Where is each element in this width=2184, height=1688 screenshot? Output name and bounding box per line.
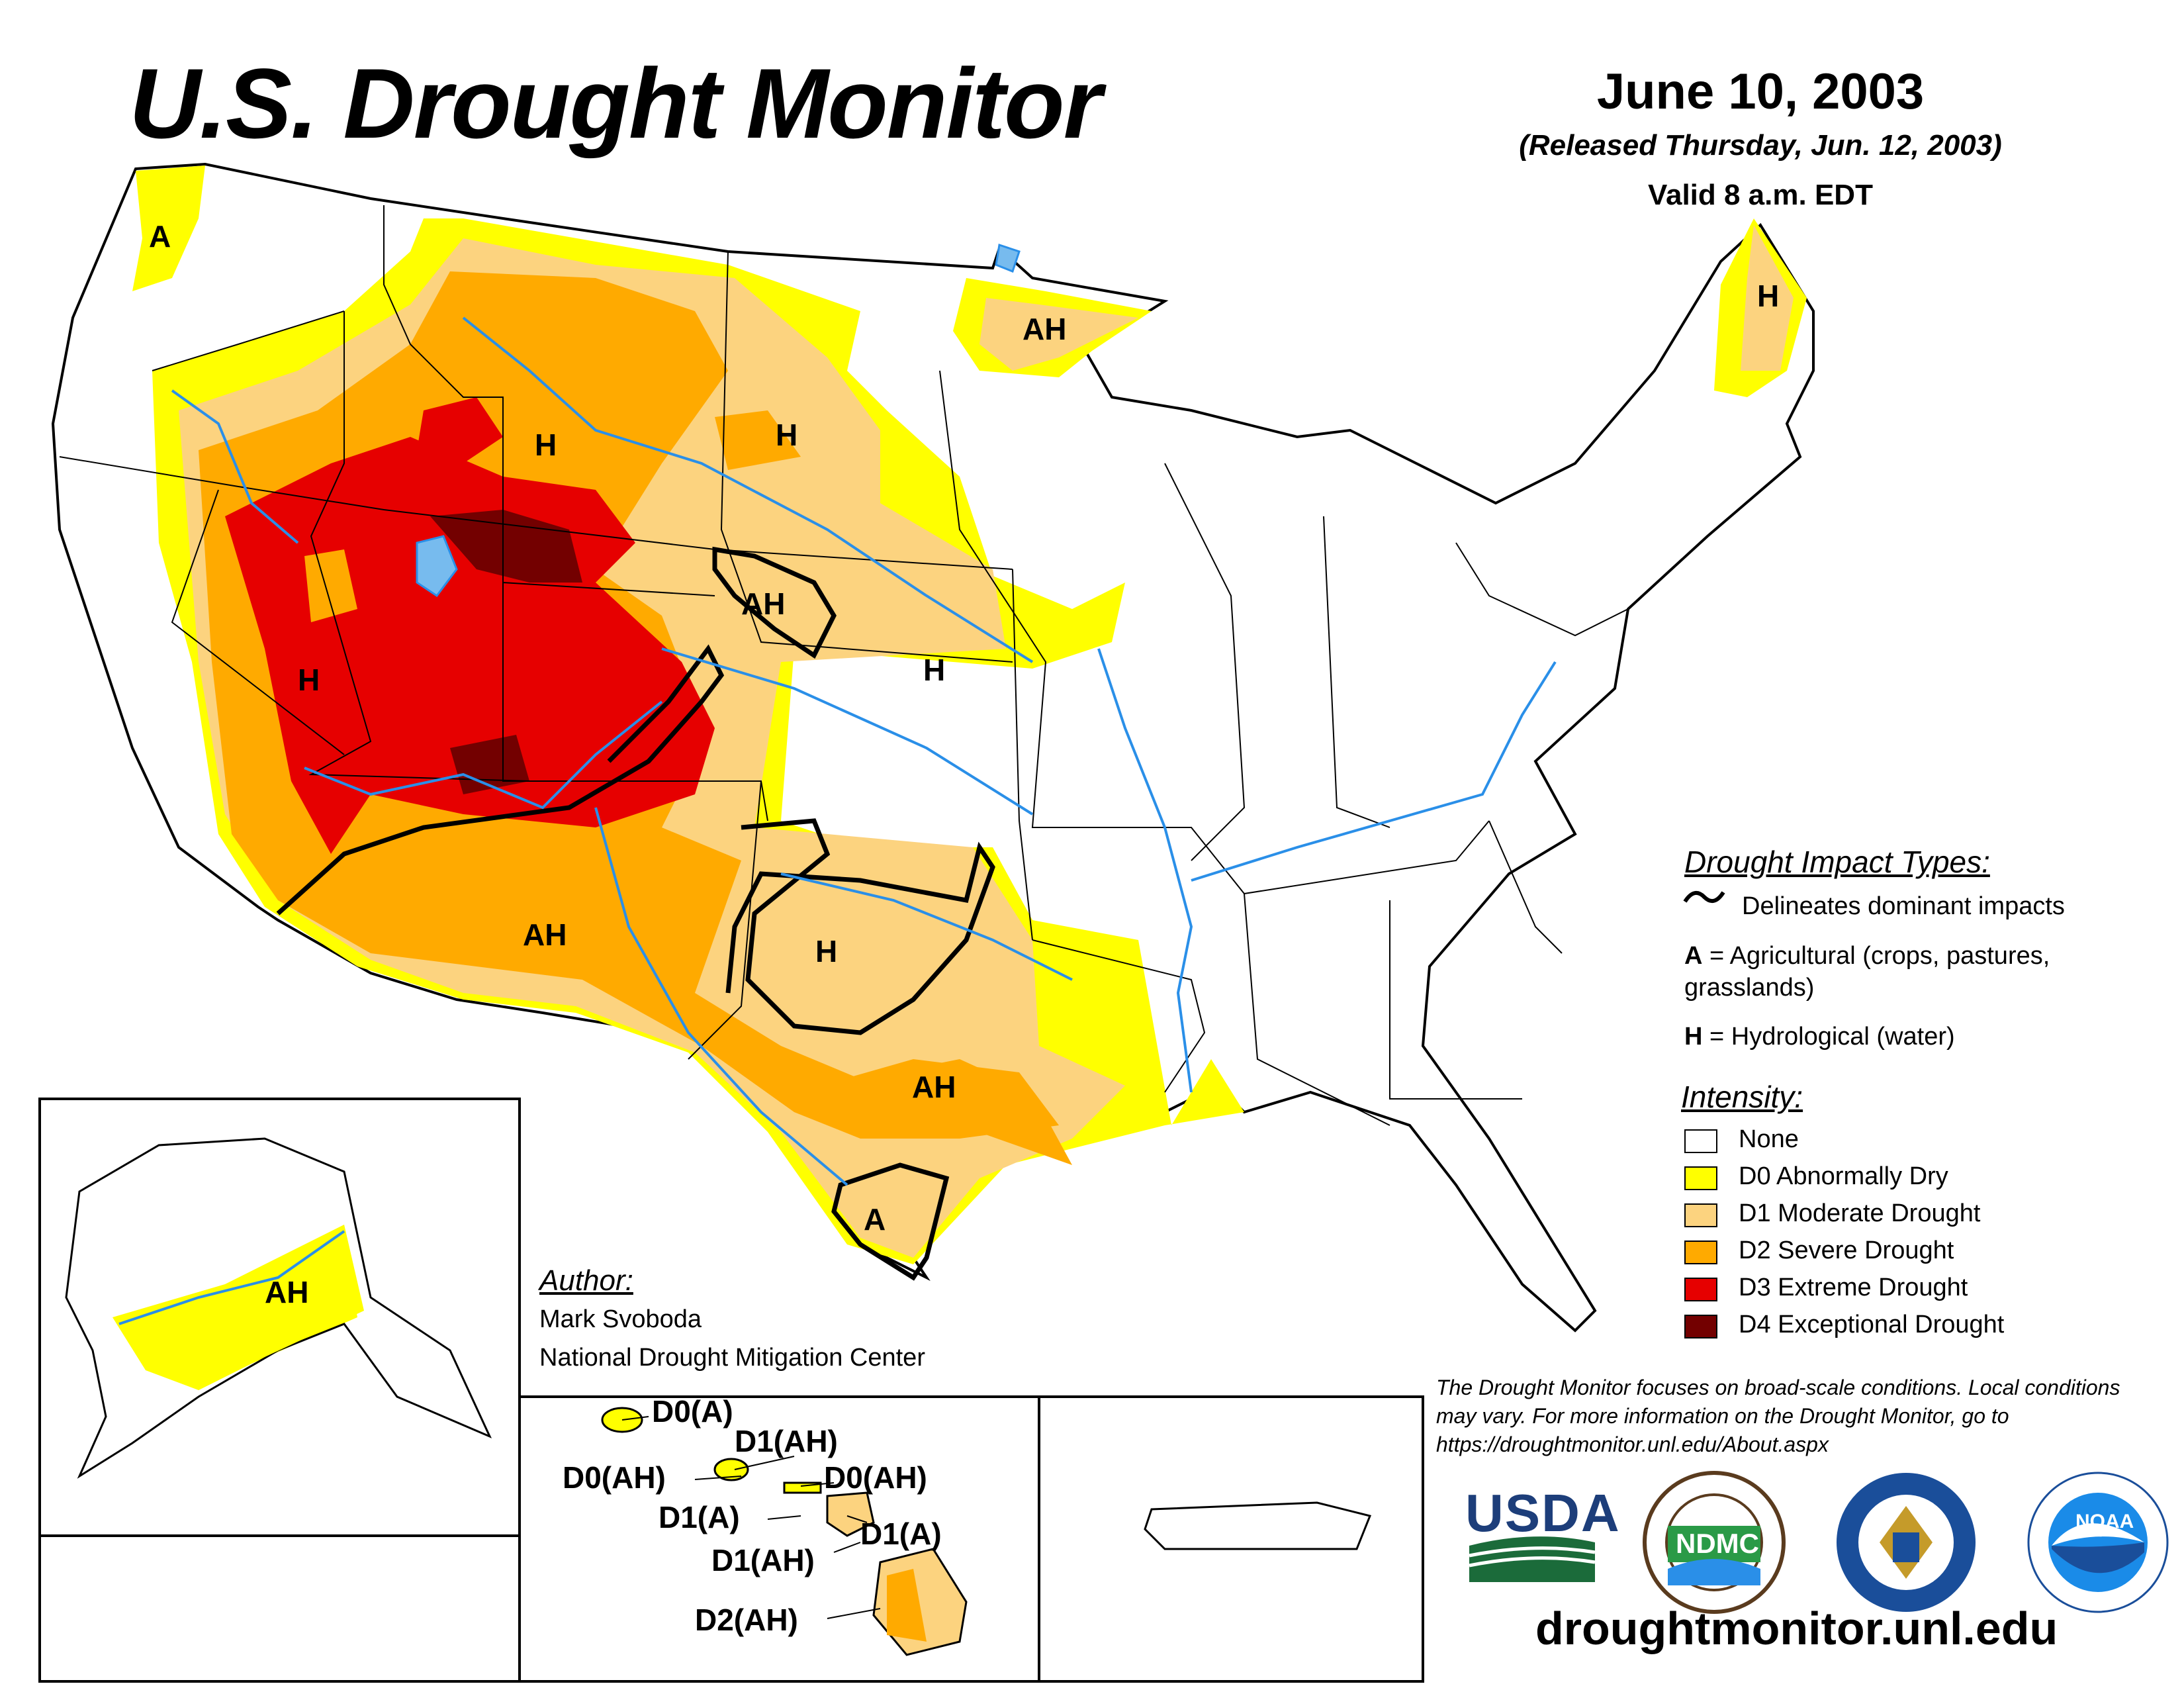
hawaii-label: D1(A) bbox=[659, 1500, 740, 1534]
noaa-logo: NOAA bbox=[2025, 1470, 2171, 1615]
hawaii-label: D1(AH) bbox=[735, 1424, 838, 1458]
map-date: June 10, 2003 bbox=[1596, 64, 1925, 120]
commerce-logo bbox=[1833, 1470, 1979, 1615]
hawaii-label: D2(AH) bbox=[695, 1603, 798, 1637]
author-org: National Drought Mitigation Center bbox=[539, 1344, 925, 1372]
intensity-legend-item: D1 Moderate Drought bbox=[1684, 1199, 2148, 1233]
d3-mt-area bbox=[417, 397, 503, 463]
disclaimer-note: The Drought Monitor focuses on broad-sca… bbox=[1436, 1376, 2120, 1456]
map-title: U.S. Drought Monitor bbox=[129, 48, 1102, 159]
label-tx: AH bbox=[912, 1070, 956, 1104]
label-mn: AH bbox=[1023, 312, 1067, 346]
label-ks: H bbox=[923, 653, 946, 687]
d1-me-area bbox=[1741, 225, 1794, 371]
intensity-swatch bbox=[1684, 1166, 1717, 1190]
intensity-legend-item: D3 Extreme Drought bbox=[1684, 1274, 2148, 1307]
label-ok: H bbox=[815, 934, 838, 968]
impact-legend-agricultural: A = Agricultural (crops, pastures, grass… bbox=[1684, 940, 2115, 1004]
impact-legend-heading: Drought Impact Types: bbox=[1684, 845, 1990, 879]
label-stx: A bbox=[864, 1202, 886, 1237]
label-ne: AH bbox=[741, 586, 786, 621]
intensity-swatch bbox=[1684, 1241, 1717, 1264]
impact-line-sw bbox=[276, 644, 725, 915]
hawaii-maui bbox=[826, 1491, 875, 1537]
label-me: H bbox=[1757, 279, 1780, 313]
intensity-swatch bbox=[1684, 1203, 1717, 1227]
label-wa: A bbox=[149, 219, 171, 254]
impact-legend-delineates: Delineates dominant impacts bbox=[1742, 892, 2065, 920]
puerto-rico bbox=[1144, 1501, 1372, 1550]
impact-desc-a: = Agricultural (crops, pastures, grassla… bbox=[1684, 942, 2050, 1002]
ndmc-logo-text: NDMC bbox=[1676, 1528, 1759, 1559]
hawaii-label: D1(AH) bbox=[711, 1543, 815, 1577]
alaska-d0 bbox=[113, 1225, 364, 1390]
intensity-legend-item: None bbox=[1684, 1125, 2148, 1158]
impact-line-sample bbox=[1683, 890, 1725, 904]
intensity-label: D0 Abnormally Dry bbox=[1739, 1162, 1948, 1190]
d2-tx-area bbox=[821, 1059, 1059, 1139]
d0-wa-area bbox=[132, 165, 205, 291]
intensity-label: D1 Moderate Drought bbox=[1739, 1199, 1981, 1227]
hawaii-label: D0(A) bbox=[652, 1394, 733, 1429]
impact-key-a: A bbox=[1684, 942, 1703, 970]
d4-area bbox=[430, 510, 582, 583]
label-nv: H bbox=[298, 663, 320, 697]
label-nm: AH bbox=[523, 917, 567, 952]
label-mt: H bbox=[535, 428, 557, 462]
intensity-label: None bbox=[1739, 1125, 1799, 1153]
alaska-rivers bbox=[118, 1230, 345, 1325]
intensity-legend-item: D4 Exceptional Drought bbox=[1684, 1311, 2148, 1344]
intensity-label: D3 Extreme Drought bbox=[1739, 1274, 1968, 1301]
impact-line-stx bbox=[831, 1162, 950, 1281]
impact-legend-hydrological: H = Hydrological (water) bbox=[1684, 1023, 1955, 1051]
intensity-label: D4 Exceptional Drought bbox=[1739, 1311, 2005, 1338]
alaska-outline bbox=[65, 1137, 492, 1479]
d3-area bbox=[225, 437, 715, 854]
impact-desc-h: = Hydrological (water) bbox=[1702, 1023, 1955, 1051]
hawaii-label: D0(AH) bbox=[563, 1460, 666, 1495]
impact-key-h: H bbox=[1684, 1023, 1703, 1051]
state-borders bbox=[59, 205, 1629, 1126]
author-name: Mark Svoboda bbox=[539, 1305, 702, 1333]
d2-nv-inner bbox=[304, 549, 357, 622]
noaa-logo-text: NOAA bbox=[2075, 1511, 2134, 1532]
great-salt-lake bbox=[416, 535, 458, 598]
lake-superior bbox=[995, 244, 1021, 273]
label-ak: AH bbox=[265, 1275, 309, 1309]
release-date: (Released Thursday, Jun. 12, 2003) bbox=[1519, 129, 2002, 162]
hawaii-label: D0(AH) bbox=[824, 1460, 927, 1495]
rivers bbox=[171, 316, 1557, 1186]
d2-ne-spot bbox=[715, 410, 801, 470]
impact-line-ks bbox=[712, 546, 837, 659]
label-nd: H bbox=[776, 418, 798, 452]
valid-time: Valid 8 a.m. EDT bbox=[1648, 179, 1873, 211]
intensity-label: D2 Severe Drought bbox=[1739, 1237, 1954, 1264]
ndmc-logo: NDMC bbox=[1641, 1470, 1787, 1615]
usda-logo: USDA bbox=[1456, 1483, 1619, 1582]
intensity-swatch bbox=[1684, 1129, 1717, 1153]
hawaii-oahu bbox=[713, 1458, 749, 1481]
author-heading: Author: bbox=[539, 1264, 633, 1297]
hawaii-big-island-d2 bbox=[887, 1569, 927, 1642]
intensity-legend: None D0 Abnormally Dry D1 Moderate Drought… bbox=[1684, 1125, 2148, 1350]
impact-line-ok bbox=[725, 818, 995, 1035]
intensity-legend-heading: Intensity: bbox=[1681, 1080, 1803, 1114]
intensity-swatch bbox=[1684, 1278, 1717, 1301]
intensity-legend-item: D0 Abnormally Dry bbox=[1684, 1162, 2148, 1196]
d1-mn-area bbox=[979, 298, 1138, 371]
aleutian-frame bbox=[38, 1534, 521, 1683]
hawaii-label: D1(A) bbox=[860, 1517, 942, 1551]
pr-inset-frame bbox=[1038, 1395, 1424, 1683]
intensity-swatch bbox=[1684, 1315, 1717, 1338]
intensity-legend-item: D2 Severe Drought bbox=[1684, 1237, 2148, 1270]
usda-logo-text: USDA bbox=[1465, 1483, 1621, 1542]
website-url: droughtmonitor.unl.edu bbox=[1535, 1603, 2058, 1654]
